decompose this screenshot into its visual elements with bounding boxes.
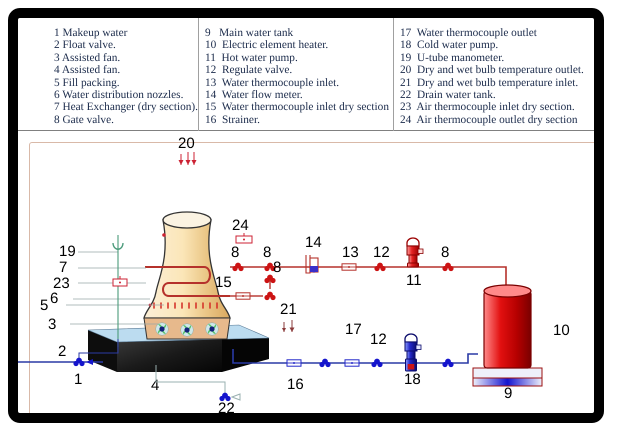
- svg-text:21: 21: [280, 301, 297, 318]
- svg-text:18: 18: [404, 371, 421, 388]
- svg-text:8: 8: [263, 244, 271, 261]
- svg-text:7: 7: [59, 259, 67, 276]
- svg-text:6: 6: [50, 290, 58, 307]
- svg-text:24: 24: [232, 217, 249, 234]
- svg-text:15: 15: [215, 274, 232, 291]
- svg-text:4: 4: [151, 377, 159, 394]
- svg-text:10: 10: [553, 322, 570, 339]
- svg-text:8: 8: [441, 244, 449, 261]
- svg-text:19: 19: [59, 243, 76, 260]
- svg-text:9: 9: [504, 385, 512, 402]
- svg-text:12: 12: [370, 331, 387, 348]
- svg-text:5: 5: [40, 297, 48, 314]
- svg-text:3: 3: [48, 316, 56, 333]
- svg-text:8: 8: [273, 259, 281, 276]
- svg-text:13: 13: [342, 244, 359, 261]
- svg-text:8: 8: [231, 244, 239, 261]
- svg-text:11: 11: [406, 272, 422, 289]
- svg-text:12: 12: [373, 244, 390, 261]
- svg-text:1: 1: [74, 371, 82, 388]
- svg-text:22: 22: [218, 400, 235, 417]
- svg-text:20: 20: [178, 135, 195, 152]
- svg-text:2: 2: [58, 343, 66, 360]
- svg-text:16: 16: [287, 376, 304, 393]
- svg-text:17: 17: [345, 321, 362, 338]
- svg-text:14: 14: [305, 234, 322, 251]
